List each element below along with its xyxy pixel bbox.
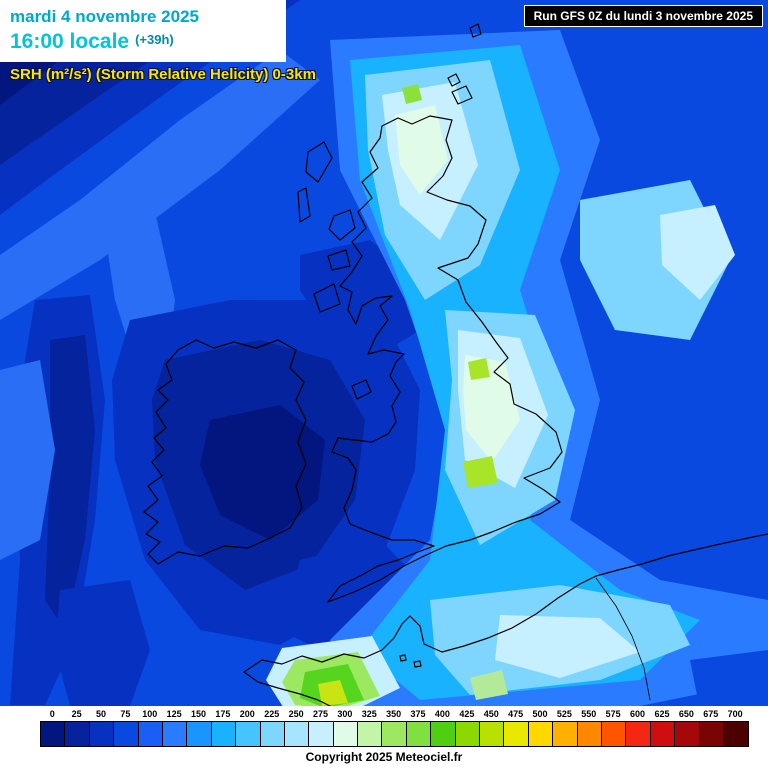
header-background (0, 0, 286, 62)
colorbar-tick: 275 (312, 709, 328, 719)
colorbar-segment (577, 722, 602, 746)
colorbar-segment (650, 722, 676, 746)
run-info-badge: Run GFS 0Z du lundi 3 novembre 2025 (523, 5, 763, 27)
colorbar-segment (528, 722, 554, 746)
colorbar-tick: 175 (215, 709, 231, 719)
colorbar-segment (455, 722, 481, 746)
colorbar-segment (504, 722, 529, 746)
coastline-continent (243, 533, 768, 709)
colorbar-segment (723, 722, 749, 746)
colorbar-segment (406, 722, 432, 746)
colorbar-tick: 450 (483, 709, 499, 719)
colorbar-tick: 300 (337, 709, 353, 719)
colorbar-segment (699, 722, 724, 746)
parameter-label: SRH (m²/s²) (Storm Relative Helicity) 0-… (10, 66, 316, 83)
coastline-ireland (143, 339, 307, 565)
colorbar-tick: 425 (459, 709, 475, 719)
colorbar-tick: 325 (361, 709, 377, 719)
colorbar-tick: 525 (556, 709, 572, 719)
colorbar-tick: 375 (410, 709, 426, 719)
coastlines (143, 23, 768, 709)
colorbar-segment (89, 722, 115, 746)
colorbar-segment (260, 722, 285, 746)
colorbar-tick: 350 (386, 709, 402, 719)
colorbar-tick: 25 (71, 709, 82, 719)
colorbar-tick: 700 (727, 709, 743, 719)
colorbar-tick: 600 (630, 709, 646, 719)
colorbar-tick: 400 (434, 709, 450, 719)
colorbar-segment (41, 722, 66, 746)
colorbar-tick: 0 (49, 709, 55, 719)
colorbar-tick: 50 (95, 709, 106, 719)
colorbar-tick: 225 (264, 709, 280, 719)
time-row: 16:00 locale (+39h) (10, 30, 174, 54)
colorbar-tick: 125 (166, 709, 182, 719)
colorbar-segment (114, 722, 139, 746)
colorbar-segment (480, 722, 505, 746)
colorbar-tick: 150 (191, 709, 207, 719)
colorbar-tick: 75 (120, 709, 131, 719)
colorbar-segment (675, 722, 700, 746)
coastline-channel-islands (399, 654, 422, 668)
colorbar-tick: 575 (605, 709, 621, 719)
colorbar-segment (431, 722, 456, 746)
colorbar-tick: 675 (703, 709, 719, 719)
colorbar-tick: 200 (239, 709, 255, 719)
date-label: mardi 4 novembre 2025 (10, 7, 199, 26)
colorbar-segment (211, 722, 237, 746)
colorbar-segment (626, 722, 651, 746)
coastline-great-britain (327, 115, 563, 603)
colorbar-segment (284, 722, 310, 746)
time-label: 16:00 locale (10, 30, 130, 53)
colorbar-segment (162, 722, 188, 746)
coastline-isle-of-man (351, 379, 372, 400)
colorbar-segment (309, 722, 334, 746)
colorbar-segment (553, 722, 578, 746)
colorbar-segment (601, 722, 627, 746)
colorbar-tick: 475 (508, 709, 524, 719)
colorbar-segment (333, 722, 359, 746)
colorbar-ticks: 0 25 50 75 100 125 150 175 200 225 250 275 300 325 350… (40, 709, 747, 719)
border-france-belgium (595, 577, 651, 701)
colorbar-tick: 250 (288, 709, 304, 719)
srh-contour-fills (0, 0, 768, 710)
colorbar-segment (382, 722, 407, 746)
colorbar-tick: 500 (532, 709, 548, 719)
colorbar-segment (65, 722, 90, 746)
colorbar-tick: 100 (142, 709, 158, 719)
colorbar-segments (40, 721, 750, 747)
colorbar-segment (358, 722, 383, 746)
colorbar-panel: 0 25 50 75 100 125 150 175 200 225 250 275 300 325 350… (0, 706, 768, 768)
coastline-hebrides (297, 141, 356, 313)
coastline-orkney (447, 23, 482, 105)
colorbar-tick: 650 (678, 709, 694, 719)
colorbar-segment (138, 722, 163, 746)
colorbar-segment (236, 722, 261, 746)
colorbar-tick: 550 (581, 709, 597, 719)
colorbar-segment (187, 722, 212, 746)
colorbar-tick: 625 (654, 709, 670, 719)
copyright-label: Copyright 2025 Meteociel.fr (305, 750, 463, 764)
forecast-offset-label: (+39h) (135, 32, 174, 47)
